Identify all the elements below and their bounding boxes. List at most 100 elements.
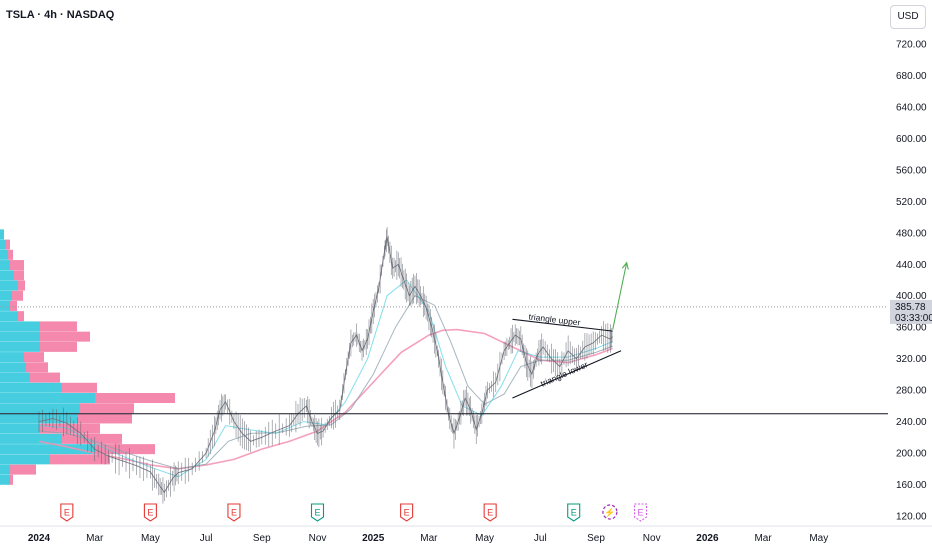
y-tick-label: 400.00 xyxy=(896,291,927,302)
earnings-icon xyxy=(310,503,325,522)
currency-button[interactable]: USD xyxy=(890,5,926,29)
event-marker-earnings-red[interactable]: E xyxy=(227,503,241,522)
event-marker-earnings-red[interactable]: E xyxy=(143,503,157,522)
y-tick-label: 120.00 xyxy=(896,512,927,523)
volume-bar-down xyxy=(10,464,36,475)
volume-bar-up xyxy=(0,280,18,291)
last-price-tag[interactable] xyxy=(890,299,932,324)
symbol-title[interactable]: TSLA · 4h · NASDAQ xyxy=(6,9,115,21)
volume-bar-down xyxy=(10,474,13,485)
event-markers[interactable]: E E E E E E E ⚡ E xyxy=(60,503,648,522)
earnings-icon xyxy=(483,503,497,522)
moving-averages xyxy=(38,279,613,478)
volume-bar-down xyxy=(12,290,23,301)
x-tick-label: Nov xyxy=(309,533,327,544)
projection-arrow-head xyxy=(621,261,629,270)
x-tick-label: Jul xyxy=(200,533,213,544)
dividend-icon xyxy=(602,504,618,520)
event-marker-label: E xyxy=(147,508,153,518)
volume-bar-up xyxy=(0,270,14,281)
volume-bar-down xyxy=(62,433,122,444)
event-marker-earnings-green[interactable]: E xyxy=(567,503,581,522)
x-tick-label: 2026 xyxy=(696,533,719,544)
triangle-upper-line[interactable] xyxy=(512,318,613,332)
event-marker-label: E xyxy=(638,508,644,518)
x-tick-label: May xyxy=(809,533,828,544)
y-tick-label: 680.00 xyxy=(896,71,927,82)
projection-arrow-line[interactable] xyxy=(612,262,628,330)
x-tick-label: Sep xyxy=(253,533,271,544)
event-marker-label: ⚡ xyxy=(604,507,615,519)
x-tick-label: Mar xyxy=(86,533,104,544)
triangle-lower-line[interactable] xyxy=(512,350,622,399)
earnings-icon xyxy=(567,503,581,522)
volume-bar-down xyxy=(30,372,60,383)
event-marker-earnings-red[interactable]: E xyxy=(483,503,497,522)
volume-bar-up xyxy=(0,382,62,393)
y-tick-label: 280.00 xyxy=(896,386,927,397)
event-marker-earnings-green[interactable]: E xyxy=(310,503,325,522)
ma-long-line xyxy=(38,328,613,470)
volume-bar-down xyxy=(95,393,175,403)
event-marker-label: E xyxy=(64,508,70,518)
bar-countdown: 03:33:00 xyxy=(895,313,932,324)
event-marker-dividend-purple[interactable]: ⚡ xyxy=(602,504,618,520)
x-tick-label: Sep xyxy=(587,533,605,544)
volume-bar-down xyxy=(62,382,97,393)
volume-bar-up xyxy=(0,454,50,465)
event-marker-earnings-red[interactable]: E xyxy=(60,503,74,522)
volume-bar-down xyxy=(18,280,25,291)
x-tick-label: 2025 xyxy=(362,533,385,544)
volume-bar-up xyxy=(0,393,95,403)
time-axis[interactable]: 2024 Mar May Jul Sep Nov 2025 Mar May Jul Sep Nov 20… xyxy=(28,533,828,544)
volume-bar-up xyxy=(0,290,12,301)
volume-bar-up xyxy=(0,341,40,352)
earnings-icon xyxy=(60,503,74,522)
y-tick-label: 560.00 xyxy=(896,165,927,176)
volume-bar-up xyxy=(0,300,10,311)
volume-bar-up xyxy=(0,352,24,363)
earnings-icon xyxy=(227,503,241,522)
ma-fast-line xyxy=(38,279,613,478)
y-tick-label: 640.00 xyxy=(896,102,927,113)
volume-bar-up xyxy=(0,464,10,475)
volume-bar-up xyxy=(0,423,40,434)
volume-bar-down xyxy=(40,331,90,342)
x-tick-label: Mar xyxy=(754,533,772,544)
volume-bar-down xyxy=(80,403,134,414)
volume-bar-down xyxy=(26,362,48,373)
y-tick-label: 240.00 xyxy=(896,417,927,428)
volume-bar-up xyxy=(0,260,10,271)
y-tick-label: 320.00 xyxy=(896,354,927,365)
volume-bar-up xyxy=(0,331,40,342)
volume-bar-up xyxy=(0,249,8,260)
triangle-upper-label: triangle upper xyxy=(528,312,581,328)
price-axis[interactable]: 720.00 680.00 640.00 600.00 560.00 520.00 480.… xyxy=(890,40,932,523)
event-marker-label: E xyxy=(487,508,493,518)
x-tick-label: 2024 xyxy=(28,533,51,544)
volume-bar-up xyxy=(0,433,62,444)
y-tick-label: 480.00 xyxy=(896,228,927,239)
x-tick-label: May xyxy=(141,533,160,544)
volume-bar-up xyxy=(0,229,4,240)
earnings-icon xyxy=(634,503,648,522)
earnings-icon xyxy=(400,503,414,522)
volume-bar-up xyxy=(0,474,10,485)
x-tick-label: Mar xyxy=(420,533,438,544)
x-tick-label: Jul xyxy=(534,533,547,544)
event-marker-label: E xyxy=(231,508,237,518)
volume-bar-down xyxy=(78,413,132,424)
event-marker-label: E xyxy=(404,508,410,518)
event-marker-earnings-upcoming[interactable]: E xyxy=(634,503,648,522)
volume-bar-down xyxy=(10,260,24,271)
volume-bar-down xyxy=(24,352,44,363)
volume-bar-down xyxy=(8,249,13,260)
volume-bar-down xyxy=(95,444,155,455)
y-tick-label: 440.00 xyxy=(896,260,927,271)
event-marker-earnings-red[interactable]: E xyxy=(400,503,414,522)
volume-bar-up xyxy=(0,321,40,332)
volume-bar-down xyxy=(40,321,77,332)
volume-bar-up xyxy=(0,403,80,414)
y-tick-label: 520.00 xyxy=(896,197,927,208)
